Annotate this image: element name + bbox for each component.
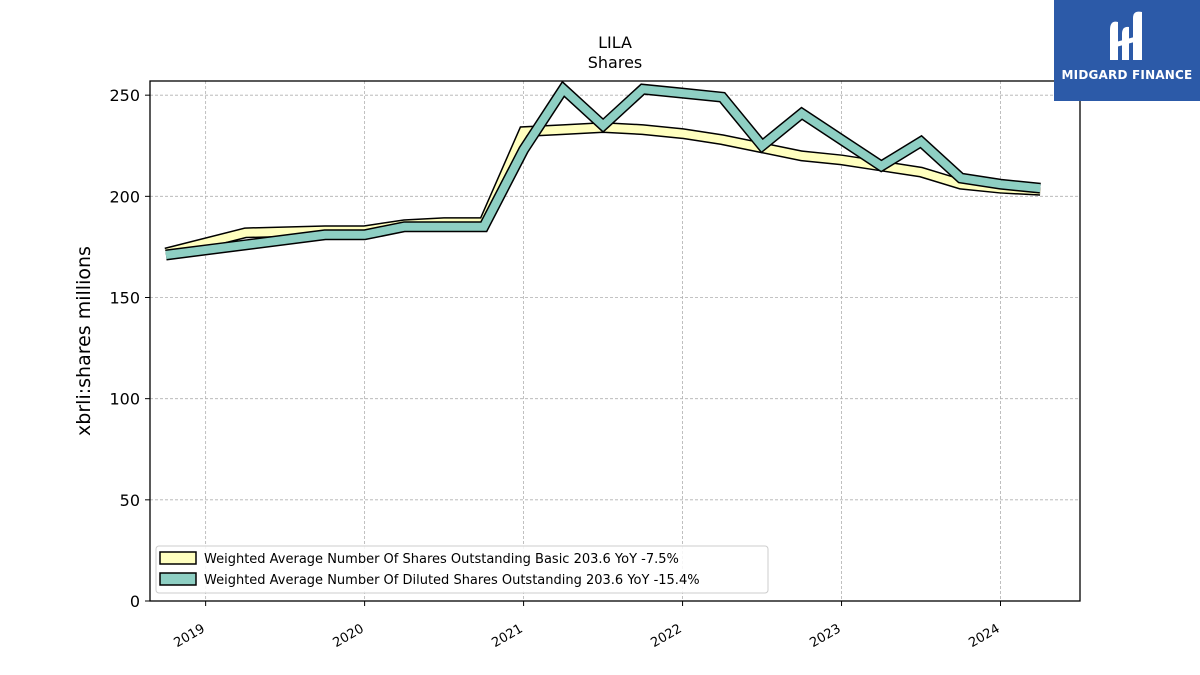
x-tick-label: 2022 (648, 621, 684, 651)
plot-frame (149, 80, 1081, 602)
brand-mark-icon (1110, 11, 1142, 61)
y-tick-label: 0 (130, 592, 140, 611)
y-axis-label: xbrli:shares millions (73, 246, 95, 436)
y-tick-label: 100 (109, 390, 140, 409)
legend-swatch-basic (159, 551, 197, 565)
x-tick-label: 2019 (171, 621, 207, 651)
legend-frame (155, 545, 769, 594)
legend-swatch-diluted (159, 572, 197, 586)
x-tick-label: 2023 (807, 621, 843, 651)
brand-name: MIDGARD FINANCE (1061, 68, 1193, 82)
y-tick-label: 250 (109, 86, 140, 105)
legend-label-basic: Weighted Average Number Of Shares Outsta… (204, 552, 679, 567)
x-tick-label: 2020 (330, 621, 366, 651)
chart-title: LILA (598, 33, 632, 52)
legend-label-diluted: Weighted Average Number Of Diluted Share… (204, 573, 700, 588)
legend: Weighted Average Number Of Shares Outsta… (155, 545, 769, 594)
y-tick-label: 50 (120, 491, 140, 510)
y-tick-label: 200 (109, 187, 140, 206)
x-tick-label: 2021 (489, 621, 525, 651)
chart-subtitle: Shares (588, 53, 643, 72)
y-tick-label: 150 (109, 288, 140, 307)
series-line-diluted (165, 82, 1041, 259)
x-tick-label: 2024 (966, 621, 1002, 651)
brand-logo: MIDGARD FINANCE (1054, 0, 1200, 101)
